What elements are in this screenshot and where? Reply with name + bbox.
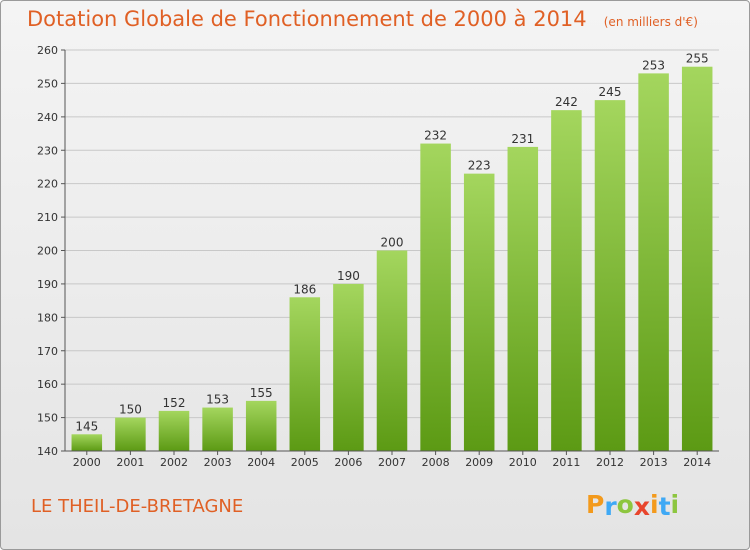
bar-2005 — [289, 297, 321, 451]
x-tick-label: 2002 — [160, 456, 188, 469]
x-tick-label: 2010 — [509, 456, 537, 469]
bar-value-label: 255 — [686, 52, 709, 66]
data-labels: 145 150 152 153 155 186 190 200 232 223 231 242 245 2… — [75, 52, 708, 434]
logo-letter: o — [616, 490, 634, 519]
y-tick-label: 140 — [37, 445, 58, 458]
logo-letter: r — [604, 492, 617, 521]
bar-value-label: 145 — [75, 419, 98, 433]
x-axis: 2000 2001 2002 2003 2004 2005 2006 2007 2008 2009… — [65, 450, 719, 469]
bar-value-label: 245 — [599, 85, 622, 99]
y-tick-label: 170 — [37, 345, 58, 358]
bar-2000 — [71, 434, 103, 451]
y-tick-label: 150 — [37, 412, 58, 425]
y-tick-label: 240 — [37, 111, 58, 124]
commune-name: LE THEIL-DE-BRETAGNE — [31, 496, 244, 517]
bar-value-label: 150 — [119, 403, 142, 417]
x-tick-label: 2009 — [465, 456, 493, 469]
proxiti-logo[interactable]: Proxiti — [586, 490, 680, 521]
y-tick-label: 230 — [37, 144, 58, 157]
x-tick-label: 2003 — [204, 456, 232, 469]
bar-2014 — [681, 66, 713, 451]
bar-2009 — [463, 173, 495, 451]
y-tick-label: 160 — [37, 378, 58, 391]
x-tick-label: 2011 — [552, 456, 580, 469]
unit-text: (en milliers d'€) — [603, 15, 698, 29]
y-tick-label: 260 — [37, 44, 58, 57]
x-tick-label: 2000 — [73, 456, 101, 469]
y-axis: 140 150 160 170 180 190 200 210 220 230 240 250 260 — [37, 44, 66, 458]
x-tick-label: 2013 — [640, 456, 668, 469]
bar-2013 — [638, 73, 669, 452]
bar-2004 — [245, 400, 277, 451]
x-tick-label: 2007 — [378, 456, 406, 469]
y-tick-label: 220 — [37, 178, 58, 191]
bar-value-label: 200 — [381, 236, 404, 250]
logo-letter: i — [650, 490, 659, 519]
bar-2001 — [115, 417, 146, 451]
bar-value-label: 242 — [555, 95, 578, 109]
title-text: Dotation Globale de Fonctionnement de 20… — [27, 7, 587, 31]
bar-2006 — [333, 283, 364, 451]
bar-2012 — [594, 100, 626, 451]
y-tick-label: 200 — [37, 245, 58, 258]
bar-value-label: 153 — [206, 393, 229, 407]
bar-value-label: 186 — [293, 282, 316, 296]
bar-value-label: 223 — [468, 159, 491, 173]
logo-letter: i — [670, 490, 680, 519]
bar-value-label: 190 — [337, 269, 360, 283]
bar-value-label: 155 — [250, 386, 273, 400]
bar-2011 — [551, 110, 582, 452]
x-tick-label: 2006 — [334, 456, 362, 469]
y-tick-label: 210 — [37, 211, 58, 224]
y-tick-label: 250 — [37, 77, 58, 90]
y-tick-label: 190 — [37, 278, 58, 291]
bar-2008 — [420, 143, 451, 452]
x-tick-label: 2008 — [422, 456, 450, 469]
x-tick-label: 2012 — [596, 456, 624, 469]
bar-value-label: 232 — [424, 129, 447, 143]
x-tick-label: 2001 — [116, 456, 144, 469]
y-tick-label: 180 — [37, 311, 58, 324]
x-tick-label: 2004 — [247, 456, 275, 469]
bar-value-label: 253 — [642, 58, 665, 72]
bar-2002 — [158, 410, 190, 451]
logo-letter: P — [586, 490, 605, 519]
bar-value-label: 231 — [511, 132, 534, 146]
bar-2007 — [376, 250, 408, 451]
bars — [71, 66, 713, 452]
chart-title: Dotation Globale de Fonctionnement de 20… — [27, 7, 698, 31]
x-tick-label: 2005 — [291, 456, 319, 469]
x-tick-label: 2014 — [683, 456, 711, 469]
logo-letter: x — [633, 492, 650, 521]
bar-2010 — [507, 146, 539, 452]
bar-value-label: 152 — [163, 396, 186, 410]
logo-letter: t — [658, 492, 671, 521]
bar-2003 — [202, 407, 233, 451]
